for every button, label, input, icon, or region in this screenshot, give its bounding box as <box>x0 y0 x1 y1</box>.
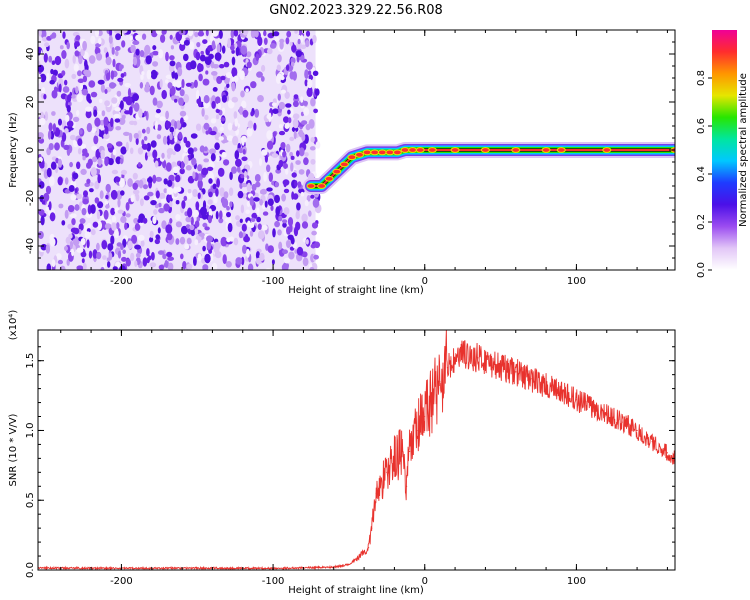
colorbar-tick-label: 0.4 <box>696 166 707 182</box>
spectrogram-y-tick-label: -40 <box>25 238 36 254</box>
noise-texture <box>38 30 322 270</box>
spectrogram-y-tick-label: -20 <box>25 190 36 206</box>
snr-x-label: Height of straight line (km) <box>288 585 424 596</box>
snr-point <box>484 360 486 362</box>
snr-x-tick-label: 0 <box>422 576 428 587</box>
snr-point <box>393 457 395 459</box>
snr-point <box>515 371 517 373</box>
snr-point <box>355 558 358 560</box>
snr-point <box>454 360 456 362</box>
spectrogram-x-tick-label: 100 <box>567 276 586 287</box>
snr-point <box>348 563 350 566</box>
snr-point <box>530 378 532 380</box>
snr-point <box>401 450 403 452</box>
snr-y-label: SNR (10 * V/V) <box>8 413 19 486</box>
snr-x-tick-label: 100 <box>567 576 586 587</box>
snr-point <box>416 429 418 432</box>
spectrogram-y-tick-label: 0 <box>25 147 36 153</box>
snr-point <box>575 399 578 401</box>
colorbar-gradient <box>712 30 737 270</box>
snr-point <box>375 492 377 494</box>
snr-point <box>424 415 426 418</box>
snr-point <box>446 367 449 369</box>
snr-point <box>666 452 669 454</box>
colorbar-tick-label: 0.8 <box>696 70 707 86</box>
snr-point <box>368 547 370 549</box>
snr-point <box>196 567 198 569</box>
snr-y-tick-label: 0.0 <box>25 562 36 578</box>
signal-blobs <box>306 147 675 189</box>
snr-point <box>621 421 623 423</box>
snr-x-tick-label: -200 <box>110 576 133 587</box>
snr-point <box>545 385 547 387</box>
snr-point <box>477 357 479 359</box>
snr-point <box>591 406 593 408</box>
snr-point <box>636 429 638 432</box>
spectrogram-x-tick-label: -200 <box>110 276 133 287</box>
snr-point <box>651 441 653 443</box>
snr-line <box>38 330 675 570</box>
spectrogram-x-label: Height of straight line (km) <box>288 285 424 296</box>
colorbar-tick-label: 0.6 <box>696 118 707 134</box>
figure-title: GN02.2023.329.22.56.R08 <box>269 3 443 18</box>
snr-multiplier: (x10⁴) <box>8 310 19 341</box>
snr-point <box>371 527 373 529</box>
spectrogram-y-label: Frequency (Hz) <box>8 112 19 188</box>
colorbar: 0.0 0.2 0.4 0.6 0.8 Normalized spectral ampl… <box>696 30 749 278</box>
colorbar-tick-label: 0.2 <box>696 214 707 230</box>
snr-point <box>363 551 365 553</box>
snr-point <box>406 485 408 487</box>
snr-point <box>560 392 562 394</box>
snr-panel: -200 -100 0 100 0.0 0.5 1.0 1.5 Height of strai… <box>8 310 676 596</box>
snr-point <box>378 485 380 487</box>
snr-point <box>606 413 608 415</box>
snr-point <box>439 381 441 383</box>
snr-x-tick-label: -100 <box>262 576 285 587</box>
snr-y-tick-label: 0.5 <box>25 492 36 508</box>
spectrogram-y-tick-label: 20 <box>25 96 36 109</box>
snr-point <box>386 471 388 473</box>
spectrogram-x-tick-label: -100 <box>262 276 285 287</box>
colorbar-label: Normalized spectral amplitude <box>738 73 749 227</box>
spectrogram-x-tick-label: 0 <box>422 276 428 287</box>
snr-y-tick-label: 1.5 <box>25 353 36 369</box>
snr-frame <box>37 329 676 571</box>
colorbar-tick-label: 0.0 <box>696 262 707 278</box>
snr-point <box>431 395 433 397</box>
snr-point <box>469 355 471 358</box>
snr-point <box>409 450 411 452</box>
spectrogram-y-tick-label: 40 <box>25 48 36 61</box>
snr-point <box>462 353 464 355</box>
snr-y-tick-label: 1.0 <box>25 423 36 439</box>
snr-point <box>500 367 502 369</box>
